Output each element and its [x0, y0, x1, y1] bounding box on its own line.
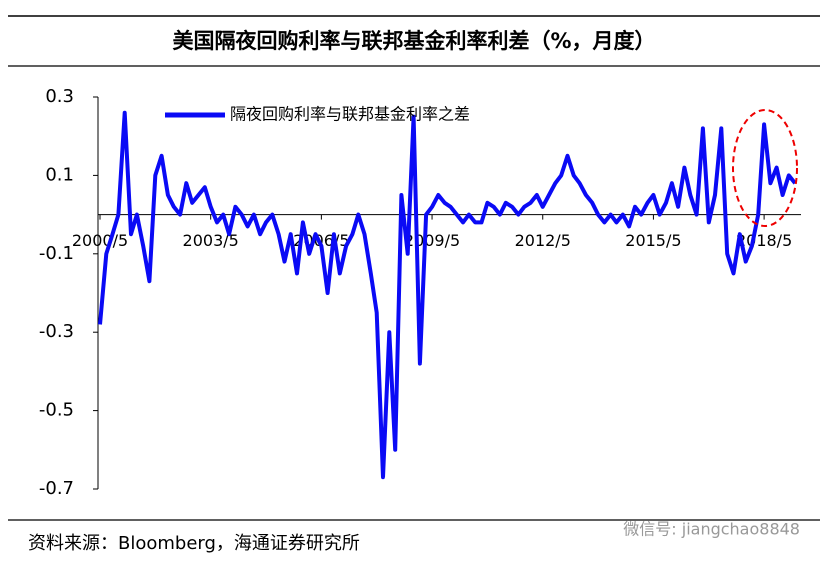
data-line: [98, 110, 797, 480]
x-tick-label: 2015/5: [625, 231, 681, 250]
y-tick-label: -0.1: [39, 243, 74, 264]
y-tick-label: -0.7: [39, 478, 74, 499]
watermark: 微信号: jiangchao8848: [623, 520, 800, 539]
x-tick-label: 2012/5: [515, 231, 571, 250]
source: 资料来源：Bloomberg，海通证券研究所: [28, 533, 360, 554]
y-tick-label: -0.3: [39, 321, 74, 342]
x-tick-label: 2009/5: [404, 231, 460, 250]
y-tick-label: -0.5: [39, 400, 74, 421]
x-tick-label: 2003/5: [183, 231, 239, 250]
y-tick-label: 0.3: [45, 86, 74, 107]
legend-label: 隔夜回购利率与联邦基金利率之差: [230, 105, 470, 124]
x-tick-label: 2000/5: [72, 231, 128, 250]
y-tick-label: 0.1: [45, 164, 74, 185]
chart-title: 美国隔夜回购利率与联邦基金利率利差（%，月度）: [172, 29, 655, 53]
highlight-ellipse: [732, 109, 798, 227]
